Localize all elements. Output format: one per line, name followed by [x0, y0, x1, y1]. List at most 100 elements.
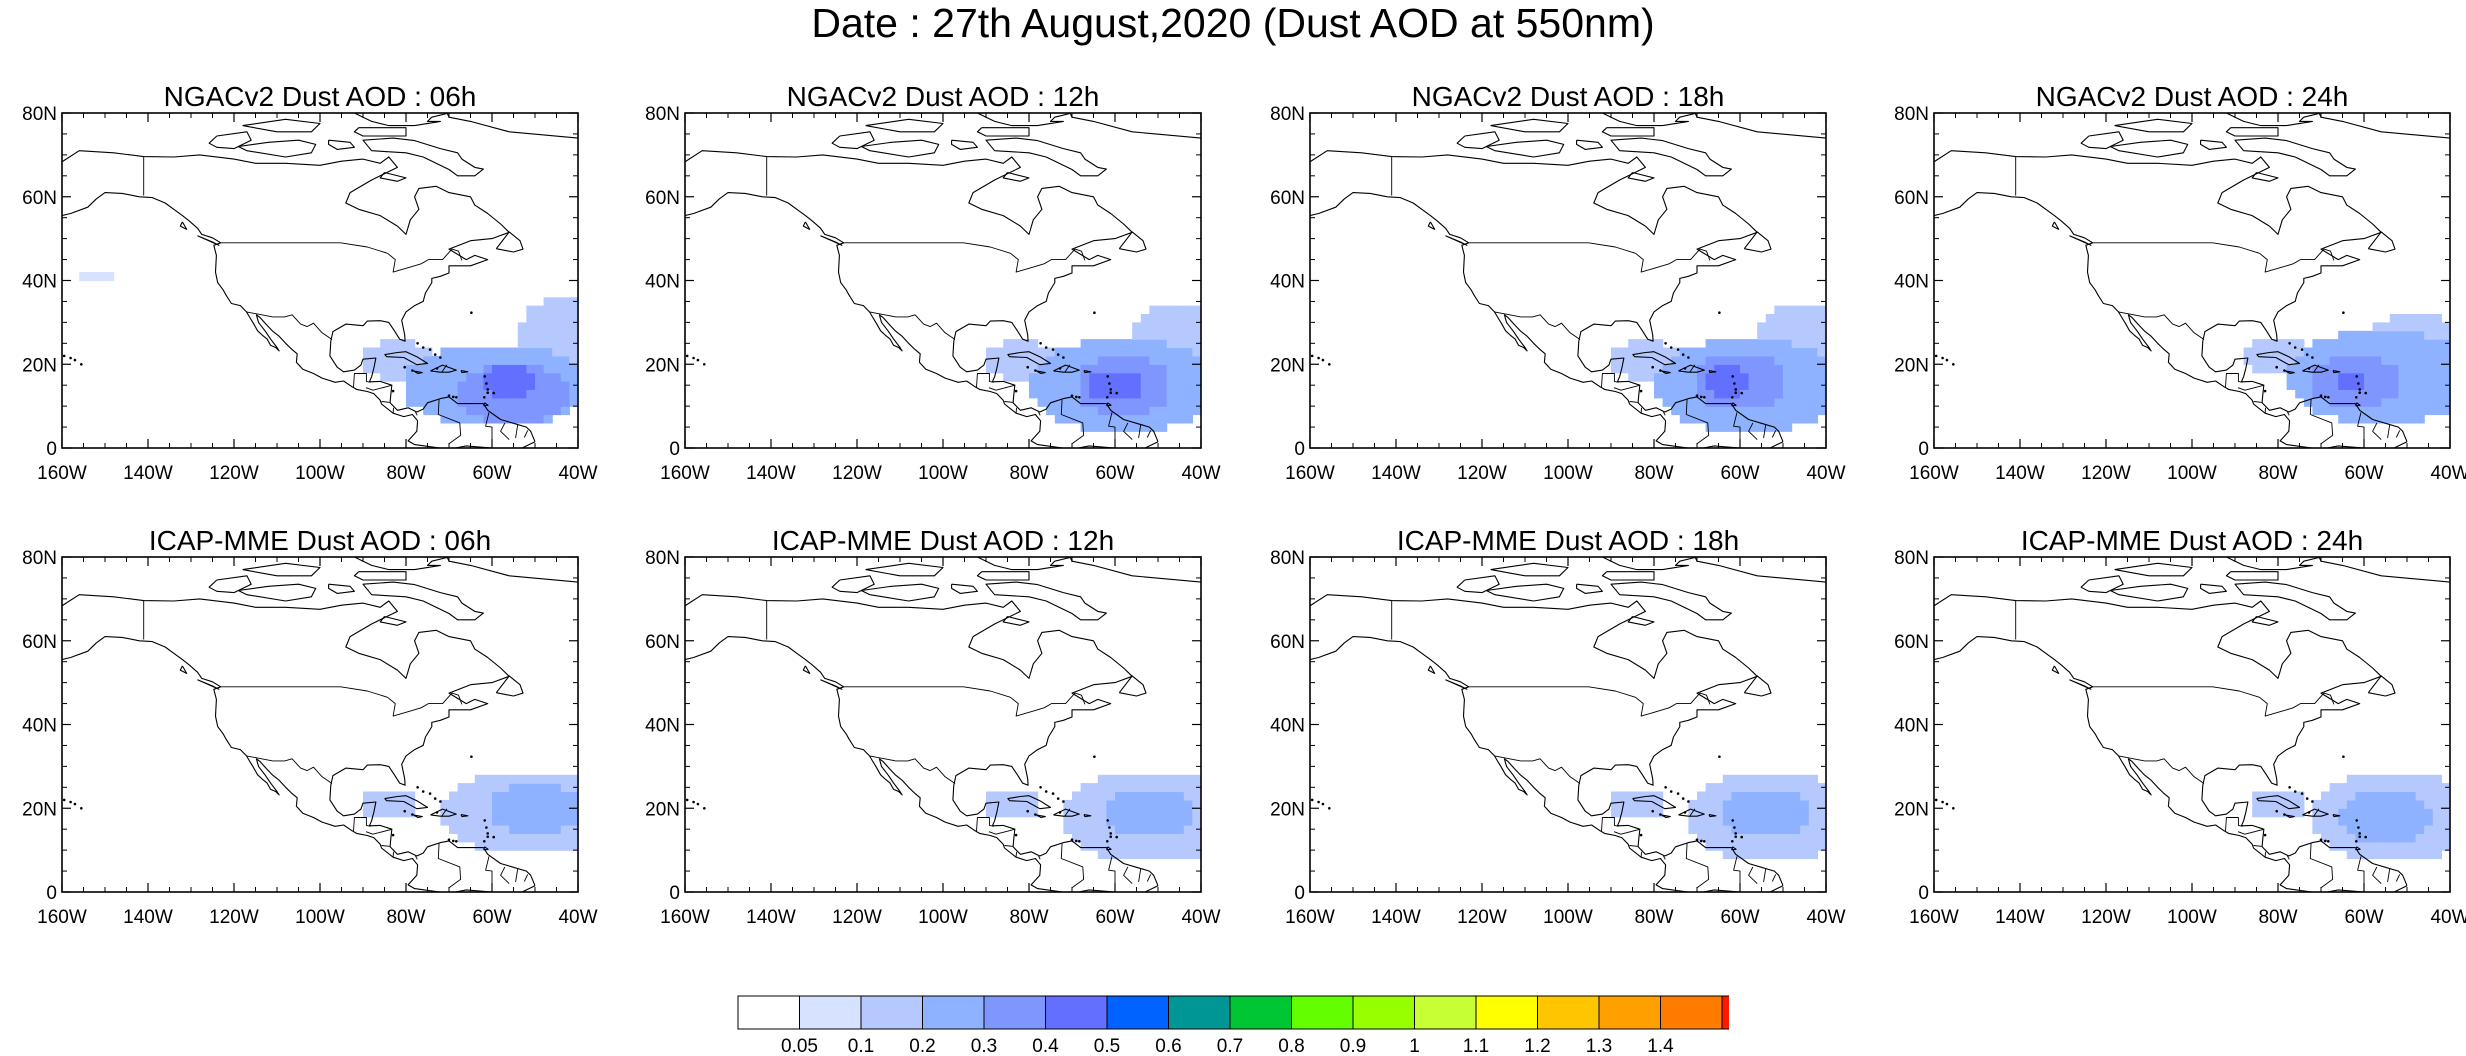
- aod-cell: [2415, 322, 2425, 332]
- y-tick-label: 80N: [645, 548, 680, 569]
- aod-cell: [2432, 816, 2442, 826]
- country-border: [1689, 364, 1696, 373]
- aod-cell: [474, 791, 484, 801]
- aod-cell: [1783, 330, 1793, 340]
- aod-cell: [1046, 406, 1056, 416]
- aod-cell: [2398, 406, 2408, 416]
- aod-cell: [1020, 372, 1030, 382]
- aod-cell: [1089, 841, 1099, 851]
- aod-cell: [2398, 841, 2408, 851]
- coastline: [2069, 679, 2092, 690]
- country-border: [415, 411, 418, 416]
- coastline: [1310, 150, 1784, 442]
- aod-cell: [2372, 330, 2382, 340]
- aod-cell: [1654, 347, 1664, 357]
- aod-cell: [2389, 783, 2399, 793]
- aod-cell: [1800, 355, 1810, 365]
- aod-cell: [2355, 816, 2365, 826]
- aod-cell: [1140, 381, 1150, 390]
- aod-cell: [1748, 406, 1758, 416]
- aod-cell: [1158, 799, 1168, 809]
- aod-cell: [1140, 841, 1150, 851]
- country-border: [1748, 866, 1758, 884]
- aod-cell: [2260, 347, 2270, 357]
- aod-cell: [423, 347, 433, 357]
- aod-cell: [1619, 799, 1629, 809]
- x-tick-label: 160W: [1285, 907, 1335, 928]
- aod-cell: [543, 297, 553, 307]
- island: [435, 367, 439, 370]
- aod-cell: [1731, 825, 1741, 834]
- aod-cell: [1123, 774, 1133, 784]
- aod-cell: [483, 355, 493, 365]
- aod-cell: [1158, 381, 1168, 390]
- aod-cell: [1697, 825, 1707, 834]
- aod-cell: [1800, 347, 1810, 357]
- aod-cell: [1166, 816, 1176, 826]
- aod-cell: [509, 783, 519, 793]
- coastline: [1610, 137, 1732, 177]
- aod-cell: [2372, 372, 2382, 382]
- aod-cell: [2372, 389, 2382, 399]
- aod-cell: [1800, 791, 1810, 801]
- aod-cell: [1765, 381, 1775, 390]
- aod-field: [2243, 314, 2450, 424]
- aod-cell: [1115, 397, 1125, 407]
- aod-cell: [406, 372, 416, 382]
- aod-cell: [526, 825, 536, 834]
- aod-cell: [1175, 406, 1185, 416]
- aod-cell: [2286, 339, 2296, 349]
- aod-cell: [1783, 322, 1793, 332]
- aod-cell: [535, 791, 545, 801]
- aod-cell: [509, 808, 519, 818]
- aod-cell: [2424, 791, 2434, 801]
- aod-cell: [1619, 364, 1629, 374]
- aod-cell: [986, 791, 996, 801]
- aod-cell: [1671, 372, 1681, 382]
- aod-cell: [1731, 381, 1741, 390]
- aod-cell: [2295, 347, 2305, 357]
- aod-cell: [1140, 422, 1150, 432]
- aod-cell: [2424, 347, 2434, 357]
- country-border: [500, 866, 510, 884]
- aod-cell: [2346, 774, 2356, 784]
- aod-cell: [449, 816, 459, 826]
- aod-cell: [2441, 841, 2450, 851]
- aod-cell: [466, 816, 476, 826]
- aod-cell: [1175, 305, 1185, 315]
- aod-cell: [560, 774, 570, 784]
- country-border: [2395, 874, 2401, 882]
- aod-cell: [560, 330, 570, 340]
- aod-cell: [560, 816, 570, 826]
- aod-cell: [380, 355, 390, 365]
- aod-cell: [1123, 397, 1133, 407]
- aod-cell: [2346, 397, 2356, 407]
- aod-cell: [431, 397, 441, 407]
- aod-cell: [1003, 355, 1013, 365]
- aod-cell: [2398, 833, 2408, 843]
- island: [1070, 394, 1074, 398]
- aod-cell: [2312, 816, 2322, 826]
- panel-title: NGACv2 Dust AOD : 12h: [786, 81, 1100, 112]
- coastline: [197, 679, 220, 690]
- country-border: [1064, 364, 1071, 373]
- aod-cell: [2407, 850, 2417, 860]
- coastline: [1310, 594, 1784, 886]
- aod-cell: [1671, 406, 1681, 416]
- aod-cell: [1072, 347, 1082, 357]
- aod-cell: [552, 355, 562, 365]
- aod-cell: [1740, 372, 1750, 382]
- aod-cell: [1080, 808, 1090, 818]
- aod-cell: [2398, 850, 2408, 860]
- aod-cell: [483, 347, 493, 357]
- aod-cell: [2338, 389, 2348, 399]
- island: [2275, 809, 2278, 813]
- y-tick-label: 60N: [1894, 188, 1929, 209]
- coastline: [1053, 364, 1080, 373]
- aod-cell: [2381, 833, 2391, 843]
- aod-cell: [466, 783, 476, 793]
- aod-cell: [483, 791, 493, 801]
- aod-cell: [1158, 364, 1168, 374]
- aod-cell: [2364, 841, 2374, 851]
